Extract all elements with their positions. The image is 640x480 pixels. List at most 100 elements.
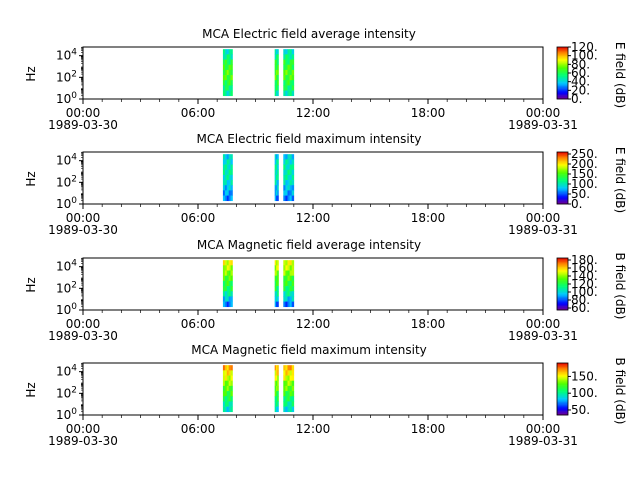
heatmap-cell	[222, 69, 226, 76]
heatmap-cell	[228, 385, 231, 392]
colorbar-segment	[557, 61, 568, 63]
colorbar-segment	[557, 174, 568, 176]
heatmap-cell	[226, 169, 229, 176]
colorbar-segment	[557, 372, 568, 374]
colorbar-segment	[557, 86, 568, 88]
colorbar-segment	[557, 153, 568, 155]
colorbar-segment	[557, 166, 568, 168]
heatmap-cell	[228, 59, 231, 65]
heatmap-cell	[285, 301, 288, 308]
colorbar-segment	[557, 97, 568, 100]
heatmap-cell	[275, 80, 278, 86]
heatmap-cell	[287, 80, 290, 86]
heatmap-cell	[226, 260, 229, 266]
heatmap-cell	[285, 49, 288, 55]
y-tick-label: 102	[56, 174, 77, 189]
heatmap-cell	[287, 265, 290, 271]
heatmap-cell	[283, 49, 286, 55]
heatmap-cell	[228, 296, 231, 302]
heatmap-cell	[283, 275, 286, 282]
colorbar-segment	[557, 167, 568, 170]
x-tick-label: 00:00	[526, 317, 561, 331]
y-tick-label: 100	[56, 407, 77, 422]
x-tick-label: 00:00	[66, 422, 101, 436]
heatmap-cell	[275, 260, 278, 266]
heatmap-cell	[275, 49, 278, 55]
x-tick-label: 12:00	[296, 317, 331, 331]
heatmap-cell	[228, 159, 231, 165]
heatmap-cell	[230, 291, 233, 297]
heatmap-cell	[275, 195, 278, 202]
heatmap-cell	[228, 169, 231, 176]
colorbar-segment	[557, 299, 568, 302]
heatmap-cell	[224, 370, 228, 376]
colorbar-segment	[557, 368, 568, 370]
colorbar-segment	[557, 307, 568, 309]
x-tick-label: 00:00	[66, 317, 101, 331]
colorbar-segment	[557, 295, 568, 298]
heatmap-cell	[285, 370, 288, 376]
heatmap-cell	[277, 296, 279, 302]
heatmap-cell	[289, 169, 293, 176]
heatmap-cell	[277, 154, 279, 160]
heatmap-cell	[285, 195, 288, 202]
x-tick-label: 12:00	[296, 106, 331, 120]
colorbar-segment	[557, 365, 568, 368]
heatmap-cell	[283, 280, 286, 287]
heatmap-cell	[287, 69, 290, 76]
heatmap-cell	[291, 54, 295, 60]
y-tick-label: 100	[56, 302, 77, 317]
colorbar-segment	[557, 376, 568, 378]
heatmap-cell	[291, 406, 295, 413]
colorbar-tick-label: 0.	[571, 92, 582, 106]
heatmap-cell	[274, 270, 277, 276]
heatmap-cell	[291, 80, 295, 86]
colorbar-segment	[557, 396, 568, 399]
x-tick-label: 18:00	[411, 106, 446, 120]
heatmap-cell	[285, 280, 288, 287]
colorbar-segment	[557, 387, 568, 390]
colorbar-segment	[557, 58, 568, 61]
heatmap-cell	[285, 54, 288, 60]
heatmap-cell	[222, 270, 226, 276]
heatmap-cell	[222, 190, 226, 196]
colorbar-segment	[557, 261, 568, 264]
heatmap-cell	[285, 154, 288, 160]
colorbar-segment	[557, 75, 568, 78]
heatmap-cell	[230, 280, 233, 287]
colorbar-segment	[557, 411, 568, 413]
heatmap-cell	[224, 401, 228, 407]
plot-frame	[82, 362, 544, 416]
heatmap-cell	[230, 185, 233, 191]
heatmap-cell	[291, 275, 295, 282]
heatmap-cell	[289, 180, 293, 186]
colorbar-frame	[556, 151, 569, 205]
heatmap-cell	[274, 280, 277, 287]
colorbar-segment	[557, 67, 568, 70]
heatmap-cell	[283, 375, 286, 381]
heatmap-cell	[283, 159, 286, 165]
heatmap-cell	[285, 270, 288, 276]
heatmap-cell	[289, 195, 293, 202]
heatmap-cell	[224, 391, 228, 397]
heatmap-cell	[230, 380, 233, 387]
heatmap-cell	[222, 280, 226, 287]
heatmap-cell	[285, 190, 288, 196]
heatmap-cell	[230, 396, 233, 402]
colorbar-segment	[557, 84, 568, 87]
colorbar-segment	[557, 197, 568, 200]
x-tick-label: 00:00	[526, 211, 561, 225]
heatmap-cell	[222, 406, 226, 413]
heatmap-cell	[291, 365, 295, 371]
heatmap-cell	[274, 54, 277, 60]
heatmap-cell	[274, 49, 277, 55]
colorbar-segment	[557, 382, 568, 385]
colorbar-segment	[557, 404, 568, 407]
y-tick-label: 100	[56, 196, 77, 211]
heatmap-cell	[283, 69, 286, 76]
heatmap-cell	[228, 406, 231, 413]
colorbar-segment	[557, 285, 568, 287]
heatmap-cell	[226, 49, 229, 55]
heatmap-cell	[283, 75, 286, 81]
heatmap-cell	[289, 406, 293, 413]
